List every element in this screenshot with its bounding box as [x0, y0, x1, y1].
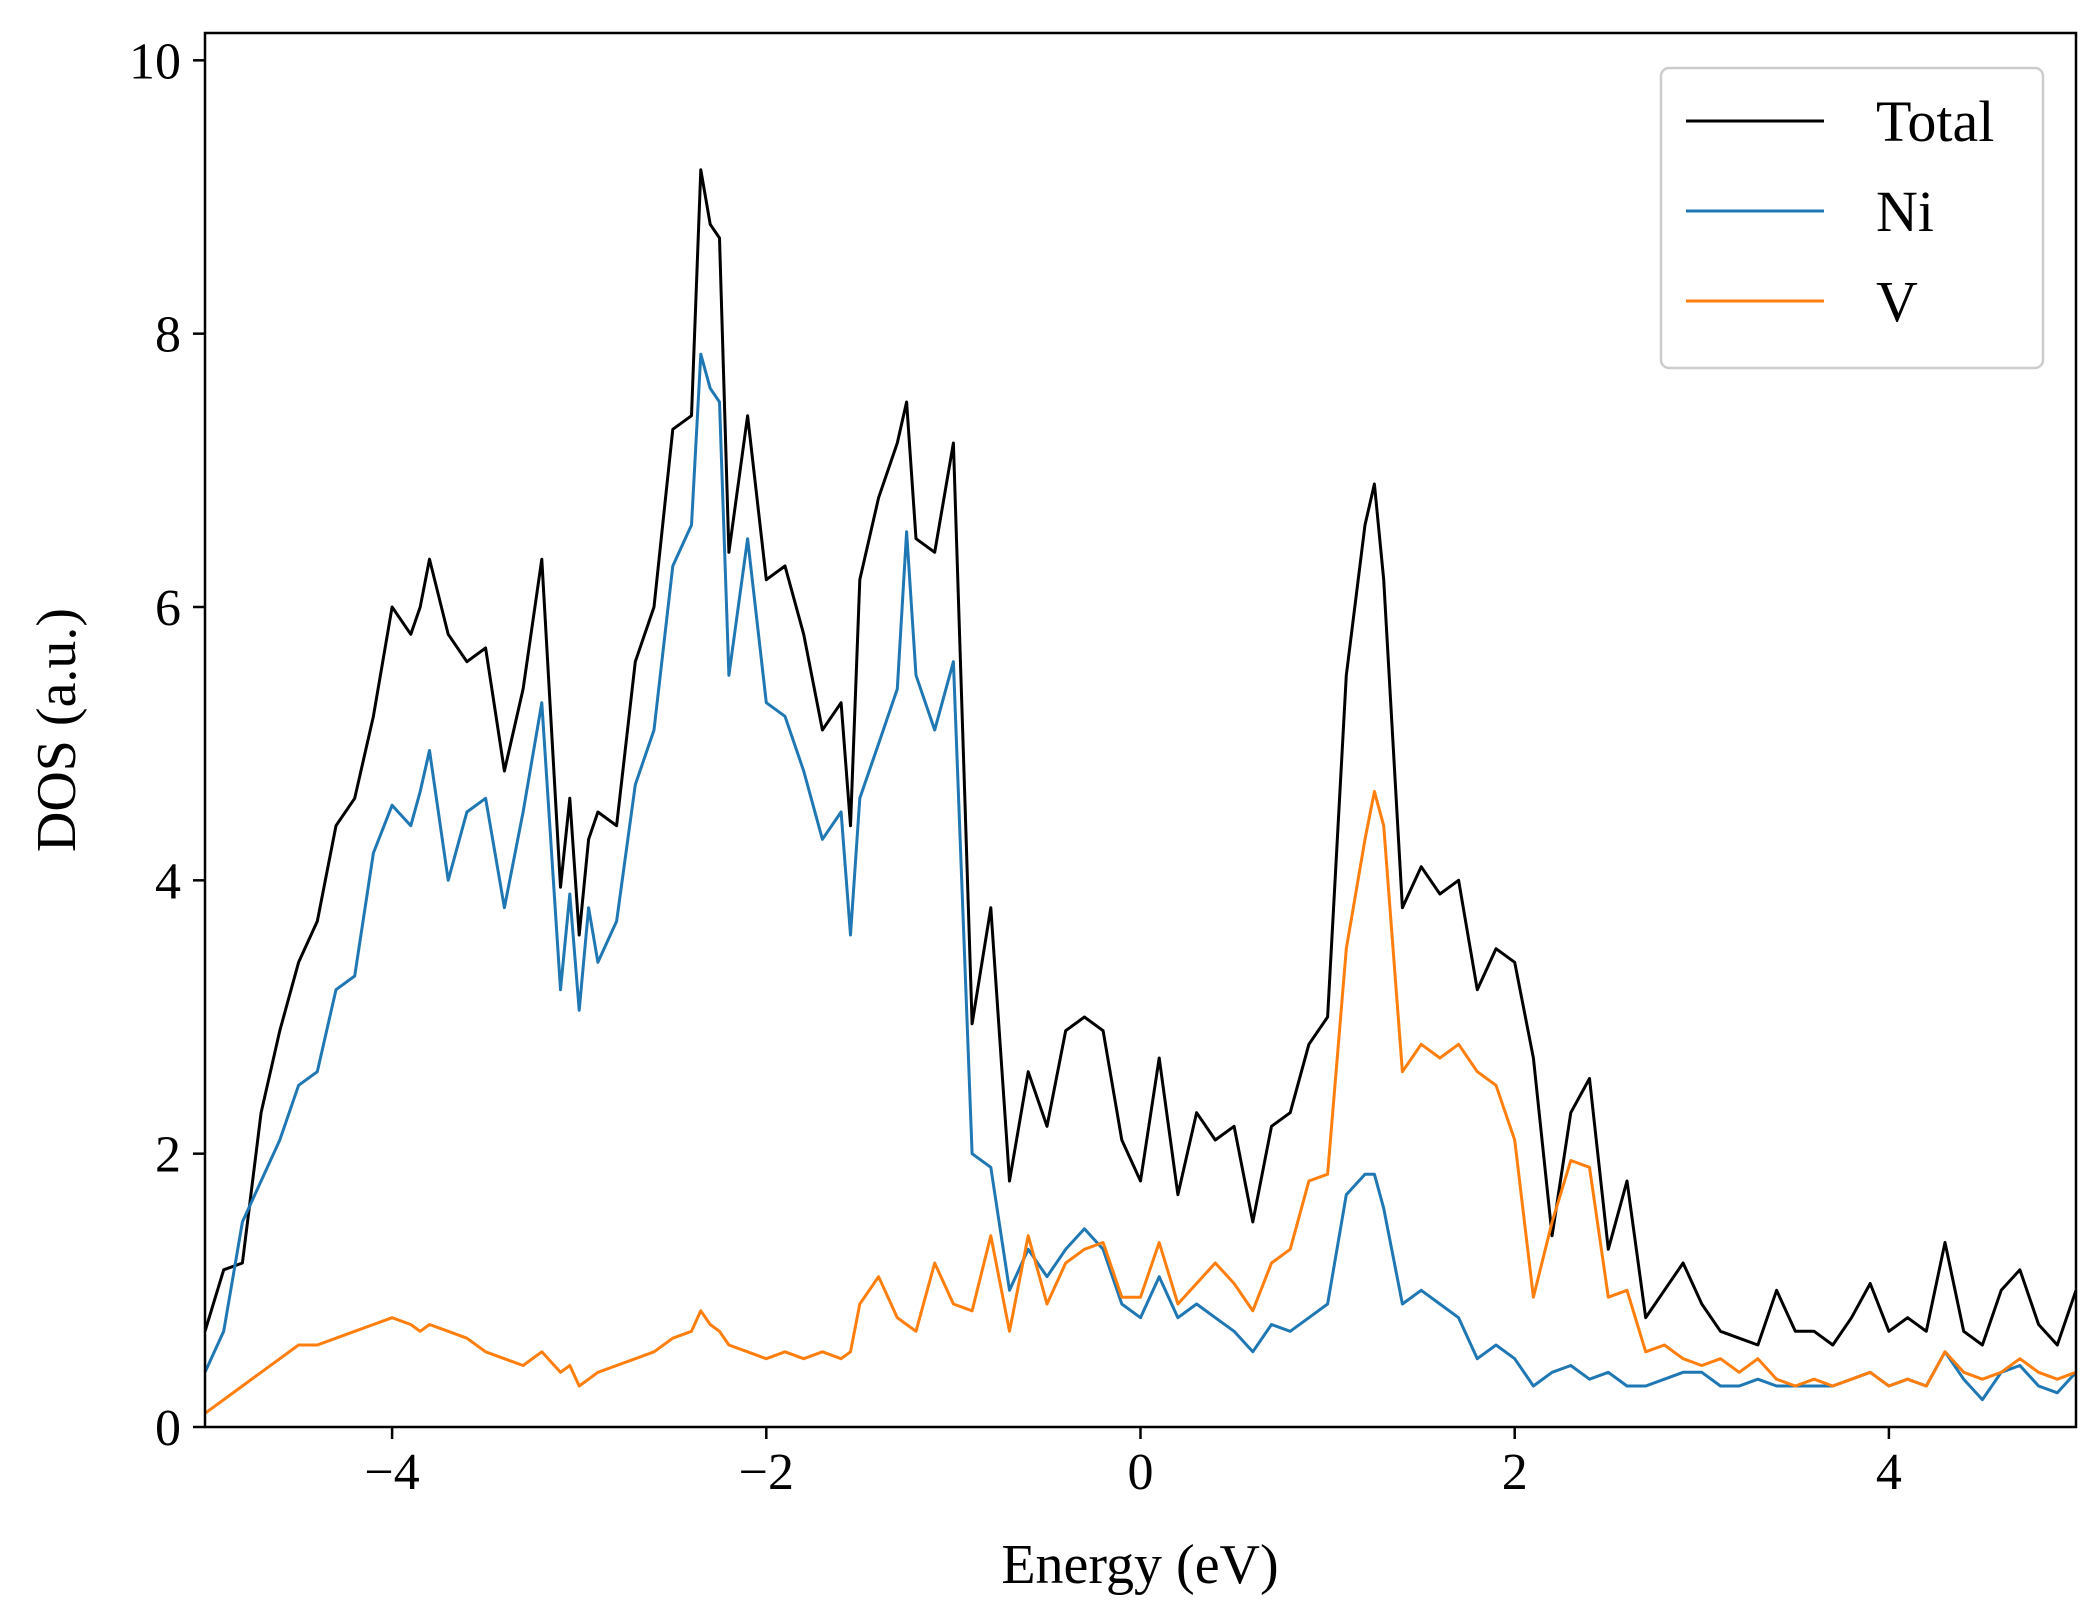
- x-axis-label: Energy (eV): [1001, 1534, 1278, 1596]
- y-tick-label: 6: [155, 580, 181, 637]
- legend: Total Ni V: [1659, 66, 2045, 370]
- legend-label-total: Total: [1876, 89, 1994, 154]
- x-tick-label: −2: [739, 1444, 794, 1501]
- x-axis: −4 −2 0 2 4: [364, 1427, 1902, 1501]
- series-line-total: [205, 168, 2076, 1347]
- series-line-v: [205, 790, 2076, 1415]
- y-tick-label: 10: [129, 33, 181, 90]
- y-tick-label: 0: [155, 1400, 181, 1457]
- legend-label-ni: Ni: [1876, 179, 1934, 244]
- series-line-ni: [205, 352, 2076, 1402]
- y-tick-label: 2: [155, 1127, 181, 1184]
- y-tick-label: 8: [155, 307, 181, 364]
- legend-label-v: V: [1876, 269, 1918, 334]
- y-tick-label: 4: [155, 853, 181, 910]
- x-tick-label: 4: [1876, 1444, 1902, 1501]
- y-axis: 0 2 4 6 8 10: [129, 33, 205, 1457]
- x-tick-label: 2: [1502, 1444, 1528, 1501]
- x-tick-label: −4: [364, 1444, 419, 1501]
- legend-box: [1659, 66, 2045, 370]
- y-axis-label: DOS (a.u.): [26, 608, 88, 852]
- series-layer: [205, 168, 2076, 1415]
- x-tick-label: 0: [1128, 1444, 1154, 1501]
